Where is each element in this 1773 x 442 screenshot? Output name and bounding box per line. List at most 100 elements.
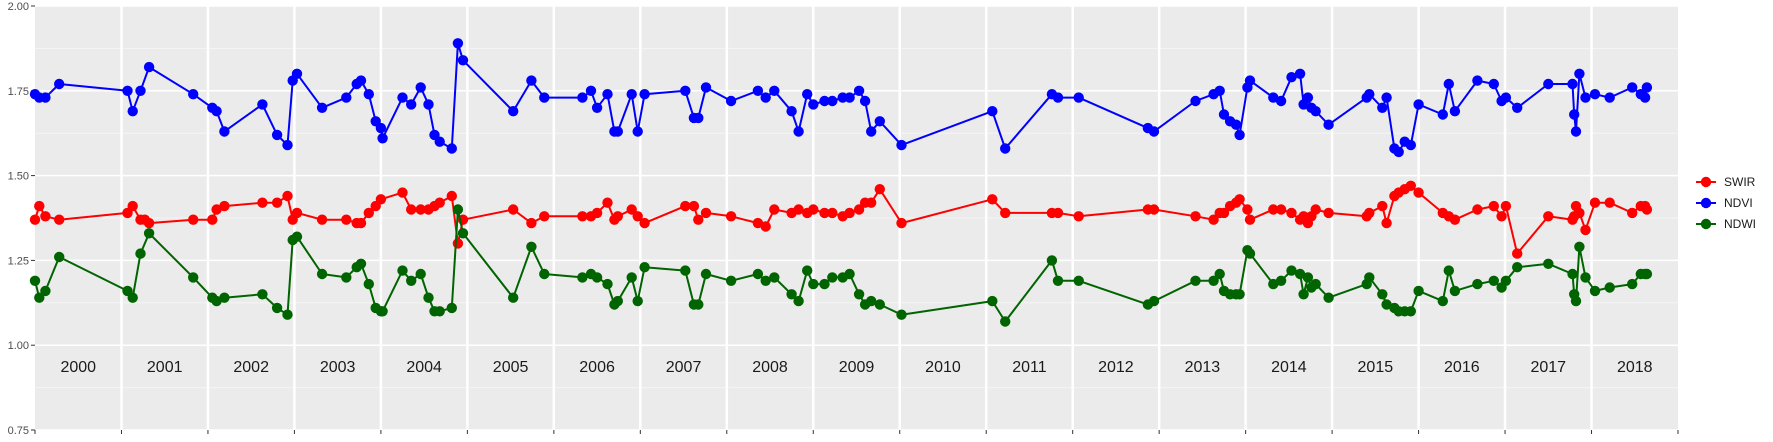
data-point-ndwi — [874, 299, 885, 310]
data-point-ndvi — [446, 143, 457, 154]
data-point-ndwi — [693, 299, 704, 310]
data-series — [29, 38, 1653, 327]
data-point-swir — [827, 207, 838, 219]
data-point-ndwi — [423, 292, 434, 303]
data-point-ndwi — [1512, 262, 1523, 273]
data-point-ndwi — [415, 268, 426, 280]
data-point-ndwi — [397, 265, 408, 276]
data-point-ndvi — [1323, 119, 1334, 130]
data-point-ndwi — [987, 295, 998, 307]
data-point-swir — [282, 190, 293, 202]
data-point-ndvi — [271, 129, 283, 141]
data-point-swir — [1405, 180, 1417, 191]
data-point-ndwi — [526, 241, 537, 252]
data-point-ndwi — [1275, 275, 1287, 286]
data-point-ndwi — [1000, 316, 1011, 327]
data-point-swir — [34, 200, 45, 212]
data-point-ndvi — [602, 89, 613, 100]
data-point-swir — [219, 200, 230, 212]
data-point-ndvi — [219, 126, 230, 137]
data-point-ndvi — [632, 126, 643, 137]
year-label: 2017 — [1530, 359, 1566, 376]
data-point-swir — [1190, 211, 1201, 222]
data-point-ndwi — [457, 228, 469, 239]
data-point-ndvi — [819, 95, 830, 107]
data-point-swir — [1604, 197, 1615, 208]
year-label: 2005 — [493, 359, 529, 376]
data-point-ndvi — [526, 75, 537, 86]
year-label: 2000 — [60, 359, 96, 376]
data-point-swir — [844, 207, 855, 219]
data-point-ndvi — [874, 116, 885, 127]
legend-label: NDVI — [1724, 196, 1753, 210]
data-point-ndvi — [1294, 68, 1306, 80]
data-point-ndwi — [1323, 292, 1334, 303]
data-point-ndwi — [1377, 289, 1388, 300]
data-point-ndvi — [1234, 129, 1245, 141]
data-point-ndvi — [853, 85, 865, 97]
data-point-ndvi — [725, 95, 737, 107]
data-point-ndwi — [612, 295, 623, 307]
data-point-ndwi — [257, 289, 268, 300]
data-point-ndvi — [423, 99, 434, 110]
data-point-ndvi — [1190, 95, 1201, 107]
data-point-ndvi — [1567, 78, 1578, 90]
data-point-ndwi — [316, 268, 328, 280]
data-point-swir — [434, 197, 445, 208]
legend-item-ndwi: NDWI — [1696, 217, 1756, 231]
data-point-swir — [1310, 204, 1321, 215]
data-point-ndwi — [40, 285, 51, 297]
data-point-swir — [29, 214, 41, 225]
data-point-ndvi — [406, 99, 417, 110]
data-point-ndvi — [612, 126, 623, 137]
data-point-swir — [207, 214, 218, 225]
data-point-ndvi — [282, 139, 293, 151]
data-point-ndvi — [415, 82, 426, 93]
data-point-ndvi — [585, 85, 597, 97]
data-point-swir — [452, 238, 464, 249]
data-point-ndwi — [1472, 278, 1483, 290]
series-ndwi — [29, 204, 1653, 327]
data-point-ndvi — [1286, 72, 1297, 83]
data-point-swir — [1148, 204, 1160, 215]
data-point-ndvi — [1381, 92, 1392, 103]
data-point-ndwi — [1580, 272, 1591, 283]
data-point-swir — [257, 197, 268, 208]
series-swir — [29, 180, 1653, 259]
data-point-ndvi — [188, 89, 199, 100]
x-axis: 2000 2001 2002 2003 2004 2005 2006 2007 2008 2009… — [34, 359, 1679, 434]
year-label: 2010 — [925, 359, 961, 376]
data-point-swir — [632, 211, 643, 222]
data-point-ndwi — [1052, 275, 1064, 286]
data-point-swir — [143, 217, 155, 229]
data-point-swir — [1496, 211, 1507, 222]
data-point-ndwi — [1449, 285, 1461, 297]
data-point-ndvi — [257, 99, 268, 110]
data-point-ndwi — [377, 306, 388, 317]
year-label: 2013 — [1185, 359, 1221, 376]
data-point-ndwi — [363, 278, 374, 290]
data-point-swir — [40, 211, 51, 222]
data-point-swir — [1641, 204, 1653, 215]
data-point-ndwi — [853, 289, 865, 300]
data-point-swir — [680, 200, 691, 212]
data-point-swir — [1242, 204, 1253, 215]
data-point-swir — [1286, 207, 1297, 219]
year-label: 2002 — [233, 359, 269, 376]
data-point-ndwi — [291, 231, 303, 242]
year-label: 2008 — [752, 359, 788, 376]
data-point-ndvi — [1543, 78, 1554, 90]
data-point-ndwi — [1567, 268, 1578, 280]
series-ndvi — [29, 38, 1653, 158]
data-point-ndwi — [355, 258, 367, 269]
data-point-ndvi — [1639, 92, 1651, 103]
data-point-ndwi — [341, 272, 352, 283]
data-point-ndwi — [29, 275, 41, 286]
data-point-ndvi — [355, 75, 367, 86]
data-point-swir — [1512, 248, 1523, 259]
data-point-ndvi — [827, 95, 838, 107]
data-point-swir — [375, 194, 387, 205]
data-point-ndwi — [1302, 272, 1314, 283]
data-point-swir — [612, 211, 623, 222]
data-point-ndvi — [316, 102, 328, 114]
